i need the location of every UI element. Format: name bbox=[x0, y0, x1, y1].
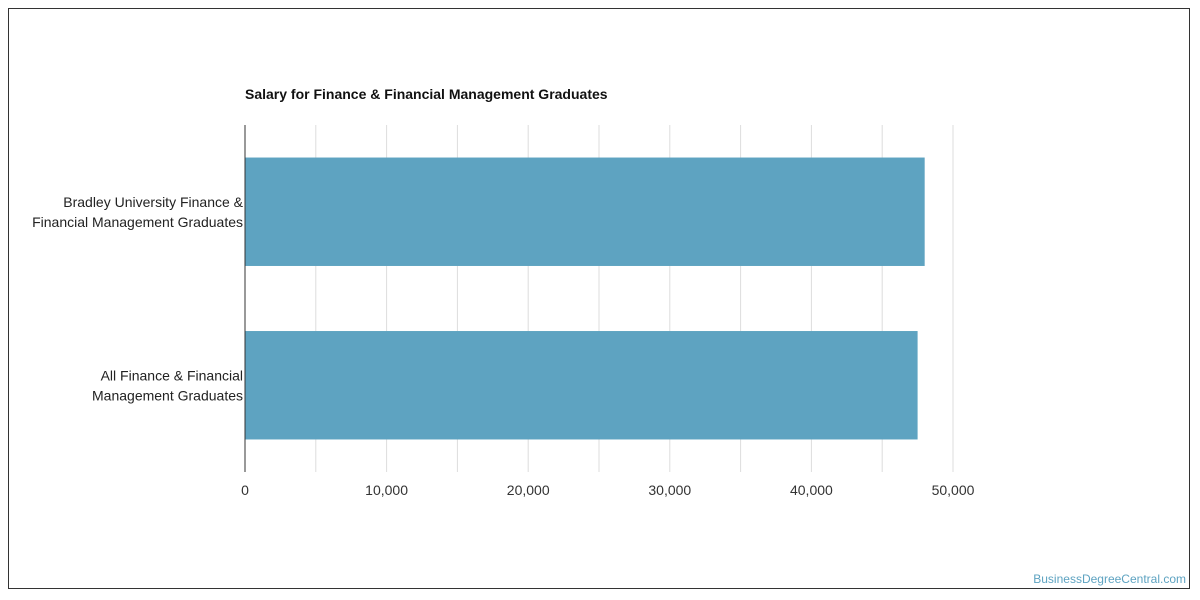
x-tick-labels: 0 10,000 20,000 30,000 40,000 50,000 bbox=[241, 482, 975, 498]
x-tick-label: 40,000 bbox=[790, 482, 833, 498]
watermark: BusinessDegreeCentral.com bbox=[1033, 572, 1186, 586]
x-tick-label: 10,000 bbox=[365, 482, 408, 498]
category-label: Bradley University Finance & Financial Ma… bbox=[32, 194, 244, 230]
bars bbox=[245, 157, 925, 440]
chart-title: Salary for Finance & Financial Managemen… bbox=[245, 86, 608, 102]
category-labels: Bradley University Finance & Financial Ma… bbox=[32, 194, 244, 404]
bar bbox=[245, 157, 925, 266]
x-tick-label: 30,000 bbox=[648, 482, 691, 498]
x-tick-label: 20,000 bbox=[507, 482, 550, 498]
category-label: All Finance & Financial Management Gradua… bbox=[92, 367, 243, 403]
x-tick-label: 50,000 bbox=[932, 482, 975, 498]
x-tick-label: 0 bbox=[241, 482, 249, 498]
bar bbox=[245, 331, 918, 440]
